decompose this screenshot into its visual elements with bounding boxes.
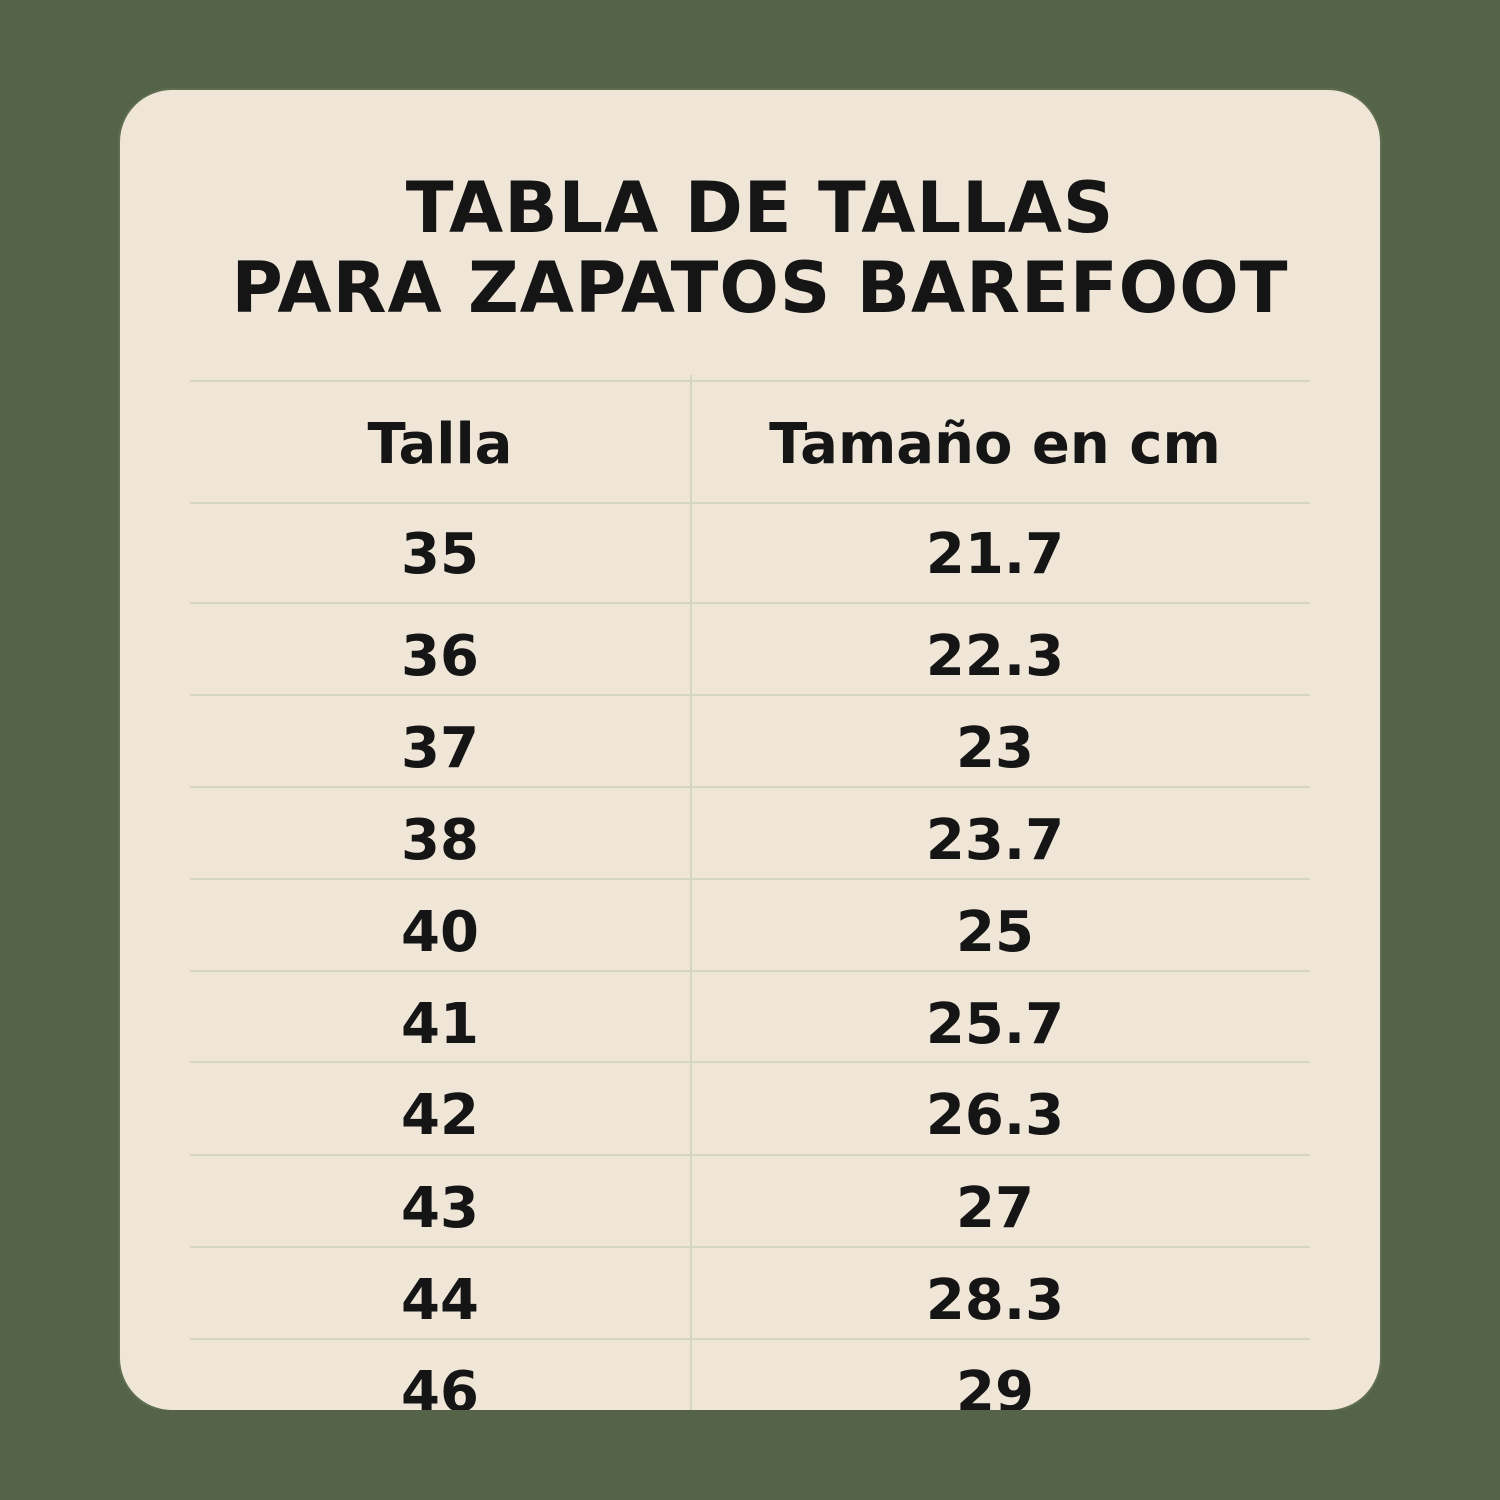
cell-length-cm: 28.3 [925, 1268, 1065, 1333]
row-divider [190, 1338, 1310, 1340]
cell-length-cm: 23.7 [925, 808, 1065, 873]
title-line-1: TABLA DE TALLAS [405, 167, 1115, 249]
cell-size: 38 [401, 808, 479, 873]
cell-size: 43 [401, 1176, 479, 1241]
column-divider [690, 375, 692, 1415]
cell-size: 44 [401, 1268, 479, 1333]
cell-length-cm: 27 [956, 1176, 1034, 1241]
cell-length-cm: 25.7 [925, 992, 1065, 1057]
cell-length-cm: 26.3 [925, 1083, 1065, 1148]
row-divider [190, 694, 1310, 696]
cell-size: 41 [401, 992, 479, 1057]
row-divider [190, 602, 1310, 604]
cell-size: 36 [401, 624, 479, 689]
cell-size: 40 [401, 900, 479, 965]
row-divider [190, 380, 1310, 382]
size-chart-card [120, 90, 1380, 1410]
cell-length-cm: 25 [956, 900, 1034, 965]
cell-length-cm: 21.7 [925, 522, 1065, 587]
row-divider [190, 1246, 1310, 1248]
row-divider [190, 878, 1310, 880]
row-divider [190, 970, 1310, 972]
cell-size: 42 [401, 1083, 479, 1148]
page-title: TABLA DE TALLAS PARA ZAPATOS BAREFOOT [0, 168, 1500, 328]
row-divider [190, 1154, 1310, 1156]
title-line-2: PARA ZAPATOS BAREFOOT [231, 247, 1289, 329]
header-size: Talla [367, 412, 513, 477]
cell-length-cm: 22.3 [925, 624, 1065, 689]
row-divider [190, 786, 1310, 788]
row-divider [190, 1061, 1310, 1063]
cell-size: 35 [401, 522, 479, 587]
row-divider [190, 502, 1310, 504]
cell-size: 37 [401, 716, 479, 781]
cell-length-cm: 23 [956, 716, 1034, 781]
background-bottom [0, 1410, 1500, 1500]
header-length-cm: Tamaño en cm [769, 412, 1221, 477]
